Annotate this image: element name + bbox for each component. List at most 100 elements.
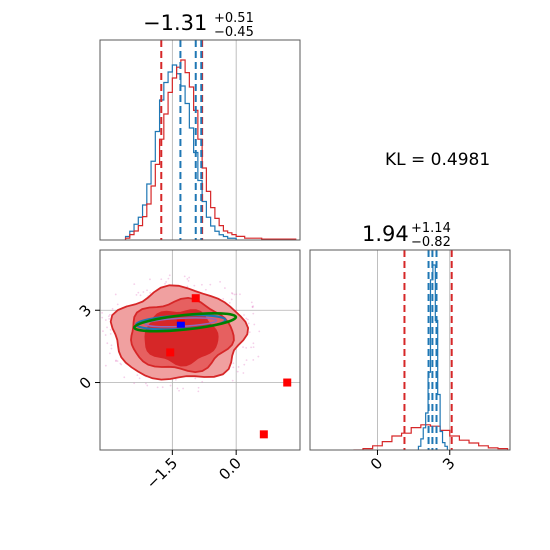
sample-point <box>101 311 103 314</box>
sample-point <box>257 355 260 358</box>
sample-point <box>182 387 184 390</box>
sample-point <box>106 326 108 329</box>
title-param2-plus: +1.14 <box>411 221 451 236</box>
sample-point <box>235 293 238 296</box>
sample-point <box>222 297 225 300</box>
sample-point <box>219 280 221 283</box>
xtick-label-param2-0: 0 <box>367 454 386 473</box>
sample-point <box>96 348 98 350</box>
sample-point <box>109 328 112 331</box>
title-param2-minus: −0.82 <box>411 235 451 250</box>
sample-point <box>138 377 141 380</box>
sample-point <box>109 333 112 335</box>
sample-point <box>116 303 119 306</box>
hist-panel-param1: −1.31 +0.51 −0.45 <box>99 11 301 241</box>
sample-point <box>242 346 244 348</box>
hist-param1-red <box>124 59 297 240</box>
sample-point <box>231 292 234 295</box>
sample-point <box>251 305 254 308</box>
sample-point <box>253 323 256 326</box>
sample-point <box>183 275 186 278</box>
sample-point <box>248 331 251 334</box>
xtick-label-joint-0: −1.5 <box>143 454 181 492</box>
sample-point <box>133 283 136 286</box>
sample-point <box>114 360 117 362</box>
sample-point <box>232 362 235 365</box>
sample-point <box>176 387 179 390</box>
hist-param1-frame <box>99 39 301 241</box>
sample-point <box>239 293 241 296</box>
sample-point <box>258 330 261 333</box>
outlier-point-3 <box>283 378 292 387</box>
sample-point <box>115 359 117 362</box>
sample-point <box>111 307 114 310</box>
sample-point <box>194 377 197 380</box>
sample-point <box>110 347 113 350</box>
center-marker <box>176 321 185 328</box>
sample-point <box>209 283 212 286</box>
sample-point <box>197 386 200 389</box>
sample-point <box>95 350 97 352</box>
sample-point <box>142 291 145 293</box>
sample-point <box>149 278 151 281</box>
sample-point <box>109 313 111 316</box>
sample-point <box>107 315 110 318</box>
sample-point <box>160 278 163 281</box>
sample-point <box>123 376 126 379</box>
sample-point <box>108 318 111 320</box>
hist-param2-red <box>353 424 509 450</box>
sample-point <box>231 292 233 294</box>
sample-point <box>133 382 136 385</box>
sample-point <box>193 284 196 287</box>
sample-point <box>243 314 245 316</box>
sample-point <box>93 321 95 323</box>
joint-panel: −1.5 0.0 0 3 <box>76 249 301 493</box>
sample-point <box>97 318 99 320</box>
title-param1: −1.31 <box>143 11 207 35</box>
sample-point <box>116 360 119 362</box>
sample-point <box>136 374 139 376</box>
sample-point <box>252 342 255 345</box>
sample-point <box>168 274 171 277</box>
title-param1-plus: +0.51 <box>214 11 254 26</box>
sample-point <box>169 384 172 387</box>
sample-point <box>106 342 109 345</box>
sample-point <box>186 278 189 280</box>
hist-param2-blue <box>417 264 448 450</box>
sample-point <box>230 298 233 301</box>
xtick-label-param2-1: 3 <box>439 454 458 473</box>
sample-point <box>242 372 245 374</box>
sample-point <box>235 309 238 312</box>
sample-point <box>223 287 226 289</box>
sample-point <box>104 319 107 321</box>
hist-param2-frame <box>309 249 511 451</box>
sample-point <box>252 305 255 308</box>
sample-point <box>149 291 152 294</box>
sample-point <box>250 346 253 349</box>
outlier-point-0 <box>166 348 175 357</box>
sample-point <box>101 316 104 319</box>
sample-point <box>146 289 148 292</box>
sample-point <box>119 362 122 365</box>
ytick-label-joint-1: 3 <box>76 301 95 320</box>
xtick-label-joint-1: 0.0 <box>215 454 245 484</box>
sample-point <box>252 312 255 315</box>
outlier-point-2 <box>191 294 200 303</box>
outlier-point-4 <box>259 430 268 439</box>
sample-point <box>145 382 147 385</box>
sample-point <box>247 322 250 325</box>
sample-point <box>102 330 104 333</box>
title-param2-center: 1.94 <box>362 222 409 246</box>
sample-point <box>233 293 236 296</box>
sample-point <box>164 282 166 285</box>
sample-point <box>197 390 200 393</box>
sample-point <box>243 363 246 366</box>
sample-point <box>139 294 142 297</box>
sample-point <box>104 334 107 336</box>
joint-panel-frame <box>99 249 301 451</box>
sample-point <box>252 359 255 361</box>
sample-point <box>245 317 248 320</box>
sample-point <box>237 366 240 368</box>
sample-point <box>135 293 138 296</box>
